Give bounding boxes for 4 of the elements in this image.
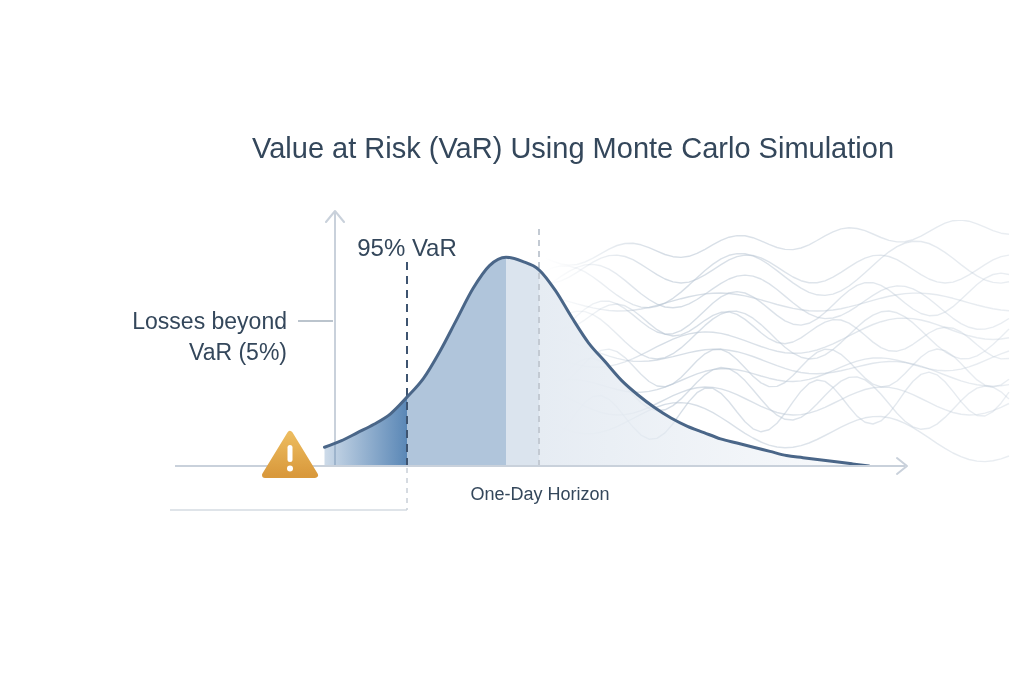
annotation: Losses beyond VaR (5%) <box>131 307 287 367</box>
x-axis-title: One-Day Horizon <box>470 484 610 504</box>
chart-title: Value at Risk (VaR) Using Monte Carlo Simulation <box>252 131 895 166</box>
annotation: 95% VaR <box>357 234 457 262</box>
